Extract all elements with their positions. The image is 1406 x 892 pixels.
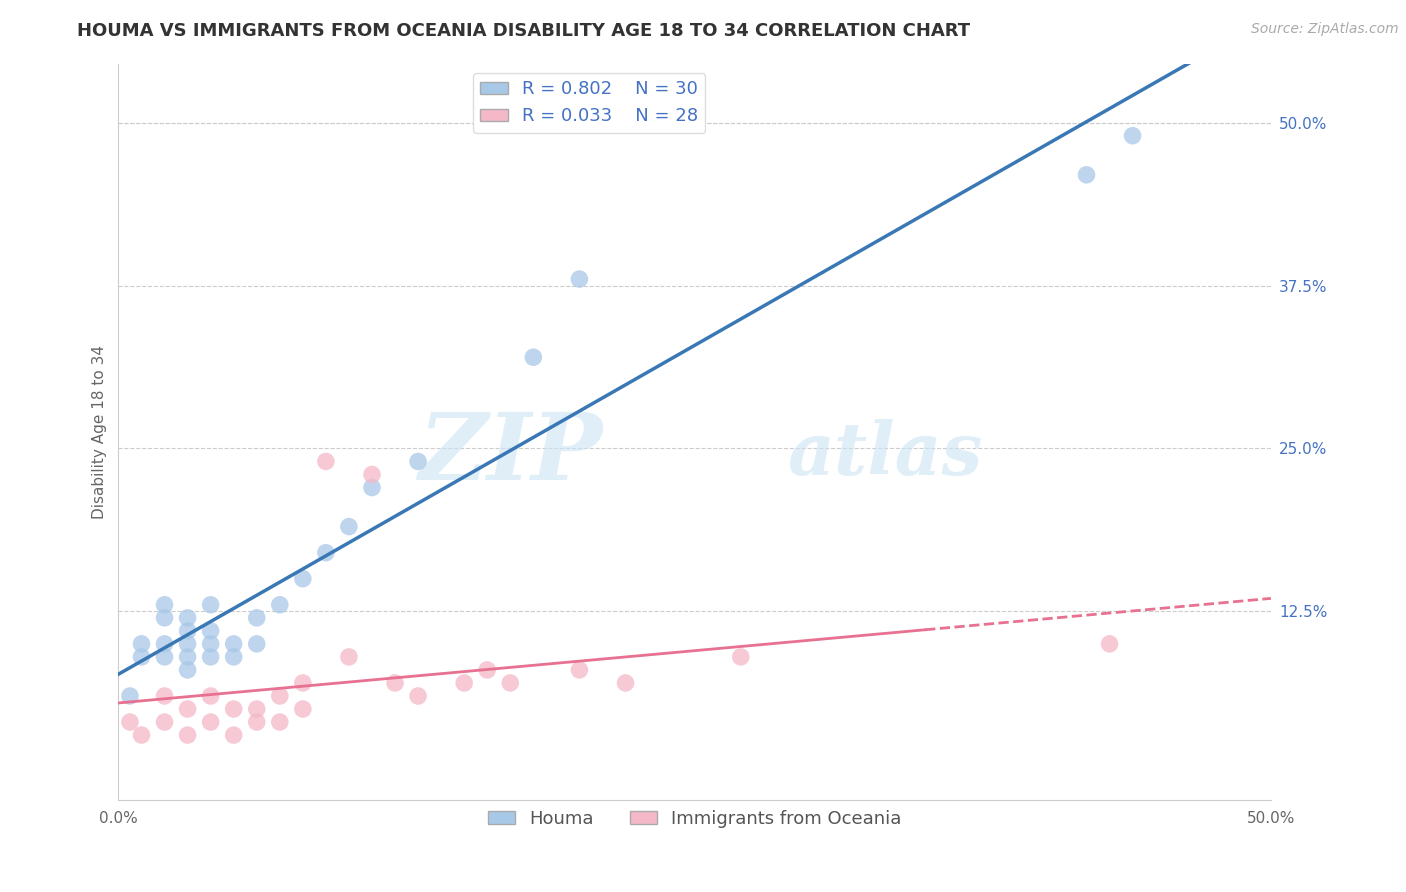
Legend: Houma, Immigrants from Oceania: Houma, Immigrants from Oceania [481, 803, 908, 836]
Point [153, 637, 176, 651]
Point [1076, 168, 1098, 182]
Point [222, 649, 245, 664]
Point [406, 454, 429, 468]
Text: atlas: atlas [787, 418, 983, 490]
Point [522, 350, 544, 364]
Point [176, 702, 198, 716]
Point [176, 624, 198, 638]
Point [118, 689, 141, 703]
Point [246, 611, 269, 625]
Point [568, 663, 591, 677]
Point [730, 649, 752, 664]
Point [477, 663, 499, 677]
Point [200, 637, 222, 651]
Point [337, 649, 360, 664]
Point [176, 611, 198, 625]
Point [246, 714, 269, 729]
Point [246, 702, 269, 716]
Point [131, 728, 153, 742]
Text: Source: ZipAtlas.com: Source: ZipAtlas.com [1251, 22, 1399, 37]
Point [176, 649, 198, 664]
Text: ZIP: ZIP [418, 409, 603, 500]
Point [200, 649, 222, 664]
Point [315, 546, 337, 560]
Point [269, 689, 291, 703]
Point [153, 611, 176, 625]
Point [361, 467, 384, 482]
Point [568, 272, 591, 286]
Point [176, 663, 198, 677]
Point [131, 637, 153, 651]
Point [131, 649, 153, 664]
Point [222, 702, 245, 716]
Point [291, 676, 314, 690]
Point [153, 689, 176, 703]
Point [200, 714, 222, 729]
Point [222, 637, 245, 651]
Point [291, 572, 314, 586]
Point [176, 637, 198, 651]
Y-axis label: Disability Age 18 to 34: Disability Age 18 to 34 [93, 345, 107, 519]
Point [1122, 128, 1144, 143]
Point [614, 676, 637, 690]
Point [1098, 637, 1121, 651]
Point [361, 481, 384, 495]
Point [153, 714, 176, 729]
Text: HOUMA VS IMMIGRANTS FROM OCEANIA DISABILITY AGE 18 TO 34 CORRELATION CHART: HOUMA VS IMMIGRANTS FROM OCEANIA DISABIL… [77, 22, 970, 40]
Point [118, 714, 141, 729]
Point [453, 676, 475, 690]
Point [337, 519, 360, 533]
Point [315, 454, 337, 468]
Point [153, 598, 176, 612]
Point [200, 689, 222, 703]
Point [269, 714, 291, 729]
Point [246, 637, 269, 651]
Point [406, 689, 429, 703]
Point [153, 649, 176, 664]
Point [222, 728, 245, 742]
Point [499, 676, 522, 690]
Point [269, 598, 291, 612]
Point [291, 702, 314, 716]
Point [384, 676, 406, 690]
Point [200, 598, 222, 612]
Point [176, 728, 198, 742]
Point [200, 624, 222, 638]
